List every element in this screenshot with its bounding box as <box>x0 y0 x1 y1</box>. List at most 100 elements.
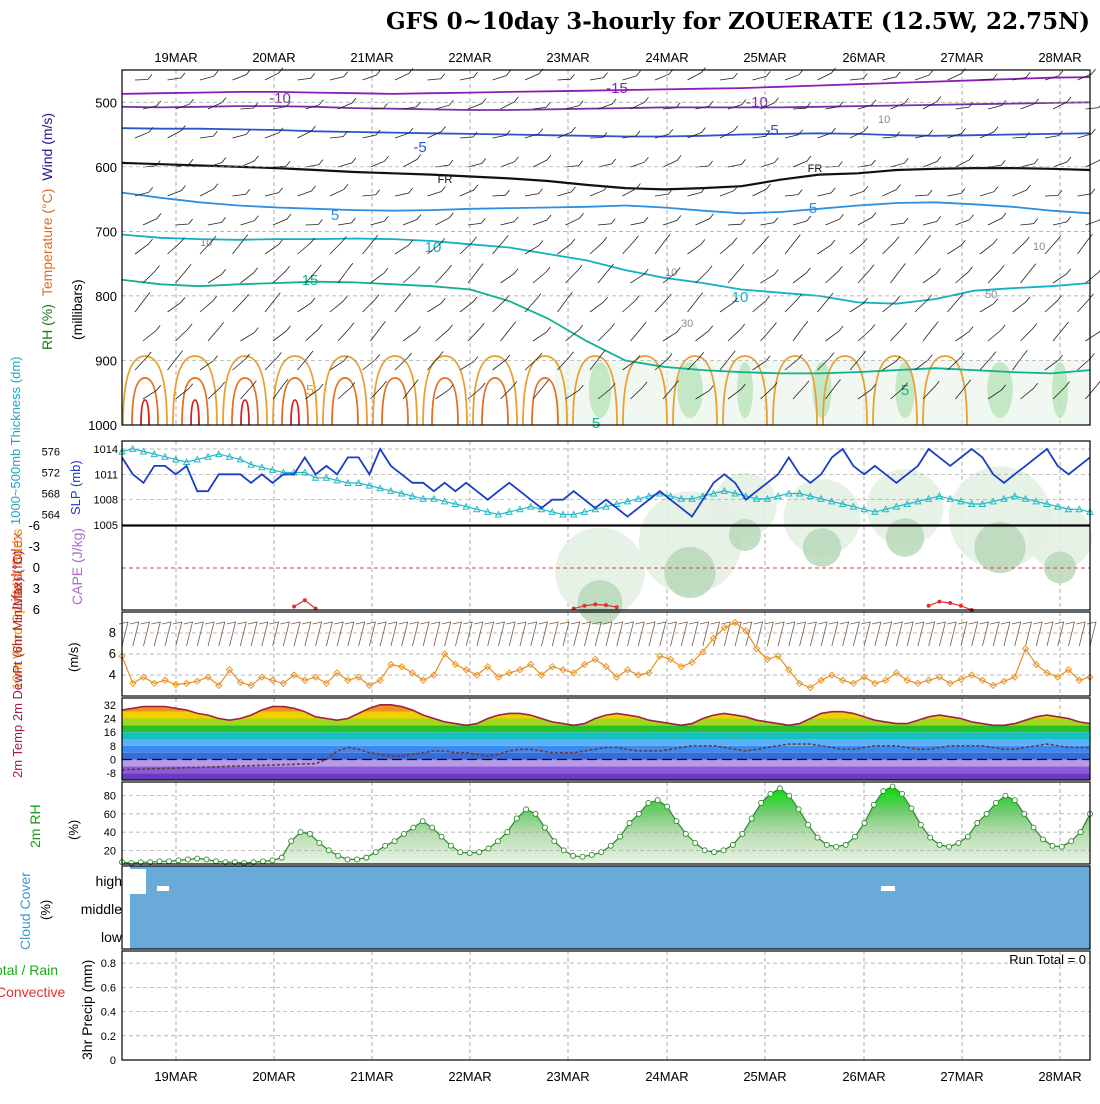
wind-barb <box>923 322 938 341</box>
wind-barb <box>135 352 151 370</box>
wind-tick-label: 4 <box>109 667 116 682</box>
wind-barb <box>858 325 875 342</box>
wind-barb <box>501 97 519 109</box>
wind-barb <box>1053 322 1069 341</box>
wind-barb <box>1086 267 1100 283</box>
rh-point <box>702 848 707 853</box>
wind-barb <box>1021 219 1038 225</box>
wind-barb <box>883 185 901 197</box>
wind-barb <box>1086 327 1100 341</box>
rh-point <box>815 835 820 840</box>
wind-barb <box>233 129 251 138</box>
slp-tick-label: 1011 <box>94 469 118 481</box>
temperature-band <box>122 725 1090 732</box>
wind-barb <box>241 268 258 283</box>
cloud-cover-yunit: (%) <box>38 900 53 920</box>
wind-barb <box>793 216 811 225</box>
wind-barb <box>655 234 670 254</box>
rh-point <box>1022 811 1027 816</box>
rh-point <box>486 846 491 851</box>
wind-barb-10m <box>538 622 547 646</box>
wind-barb <box>501 269 519 283</box>
date-label-top: 19MAR <box>154 50 197 65</box>
wind-barb-10m <box>345 622 354 646</box>
wind-barb <box>655 294 671 312</box>
date-label-top: 26MAR <box>842 50 885 65</box>
wind-barb-10m <box>1012 622 1021 646</box>
date-label-top: 23MAR <box>546 50 589 65</box>
wind-barb <box>1013 237 1030 254</box>
upper-air-ylabel: RH (%)Temperature (°C)Wind (m/s) <box>39 113 55 350</box>
wind-barb-10m <box>1087 622 1096 646</box>
wind-barb <box>956 267 973 283</box>
wind-tick-label: 6 <box>109 646 116 661</box>
lifted-index-point <box>593 602 597 606</box>
wind-barb <box>915 70 933 80</box>
rh-point <box>796 807 801 812</box>
rh-shade-mid <box>974 522 1025 573</box>
wind-barb <box>753 236 769 254</box>
wind-barb <box>460 297 477 312</box>
wind-barb <box>1078 69 1096 80</box>
wind-barb <box>233 189 250 196</box>
wind-barb <box>1086 215 1100 225</box>
wind-barb <box>988 160 1005 167</box>
wind-barb-10m <box>571 622 580 646</box>
wind-barb-10m <box>979 622 988 646</box>
wind-barb <box>956 215 974 225</box>
wind-barb <box>785 70 803 80</box>
wind-barb-10m <box>313 622 322 646</box>
wind-barb <box>663 216 681 226</box>
wind-barb <box>460 185 478 196</box>
wind-barb <box>631 217 649 225</box>
wind-barb <box>460 357 478 370</box>
wind-barb <box>720 73 737 80</box>
wind-barb <box>525 189 543 196</box>
wind-barb <box>663 156 681 168</box>
wind-barb <box>233 294 249 312</box>
wind-barb <box>891 263 906 283</box>
wind-barb <box>233 235 248 254</box>
rh-point <box>345 857 350 862</box>
wind-barb <box>200 184 218 196</box>
wind-barb <box>428 127 446 139</box>
wind-barb <box>785 235 800 254</box>
rh-point <box>317 841 322 846</box>
wind-barb-10m <box>528 622 537 646</box>
temp-contour-label: FR <box>438 174 453 186</box>
temperature-tick-label: 32 <box>104 700 116 712</box>
thickness-line <box>122 449 1090 515</box>
wind-barb <box>631 157 649 167</box>
wind-barb <box>330 184 348 196</box>
wind-barb-10m <box>485 622 494 646</box>
wind-barb <box>298 298 316 312</box>
wind-barb-10m <box>635 622 644 646</box>
wind-barb <box>330 72 348 80</box>
rh-point <box>824 842 829 847</box>
wind-barb <box>558 239 575 254</box>
wind-barb-10m <box>420 622 429 646</box>
wind-barb <box>241 216 259 225</box>
wind-barb-10m <box>399 622 408 646</box>
lifted-index-point <box>604 603 608 607</box>
wind-barb <box>923 97 941 110</box>
rh-point <box>561 848 566 853</box>
wind-barb-10m <box>130 622 139 646</box>
wind-barb <box>168 186 186 197</box>
thickness-tick-label: 576 <box>42 447 60 459</box>
date-label-bottom: 24MAR <box>645 1069 688 1084</box>
wind-barb-10m <box>356 622 365 646</box>
rh-point <box>354 857 359 862</box>
wind-barb-10m <box>947 622 956 646</box>
wind-barb-10m <box>678 622 687 646</box>
rh-point <box>646 800 651 805</box>
wind-barb-10m <box>506 622 515 646</box>
rh-point <box>636 811 641 816</box>
temperature-ylabel: 2m Temp 2m DewPt (6hr Min/Max) (°C) <box>10 551 25 778</box>
wind-barb-10m <box>786 622 795 646</box>
wind-barb <box>631 322 647 341</box>
rh-point <box>185 857 190 862</box>
